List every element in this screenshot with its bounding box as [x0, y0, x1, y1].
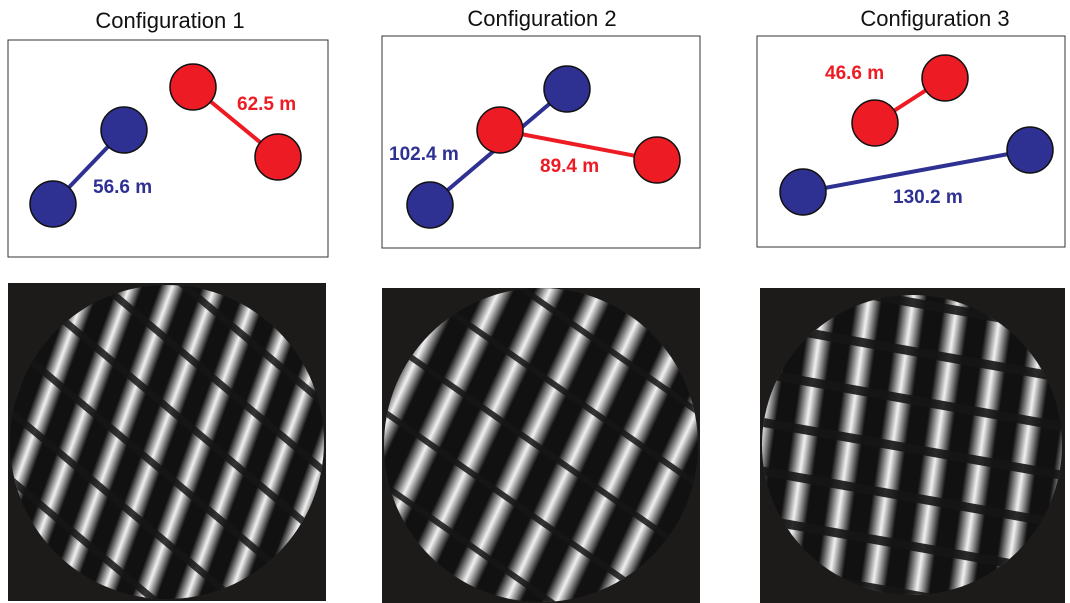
baseline-label: 46.6 m — [825, 63, 884, 84]
panel-title: Configuration 1 — [95, 8, 244, 33]
telescope — [852, 100, 898, 146]
telescope — [1007, 127, 1053, 173]
telescope — [101, 107, 147, 153]
telescope — [255, 134, 301, 180]
fringe-pattern — [762, 295, 1062, 595]
panel-title: Configuration 2 — [467, 6, 616, 31]
baseline-label: 56.6 m — [93, 177, 152, 198]
panel-title: Configuration 3 — [860, 6, 1009, 31]
baseline-label: 89.4 m — [540, 156, 599, 177]
telescope — [407, 182, 453, 228]
telescope — [780, 169, 826, 215]
telescope — [634, 137, 680, 183]
telescope — [170, 64, 216, 110]
baseline-label: 102.4 m — [389, 144, 459, 165]
telescope — [544, 66, 590, 112]
fringe-pattern — [10, 285, 324, 599]
figure: Configuration 1 56.6 m 62.5 m Configurat… — [0, 0, 1070, 603]
telescope — [922, 55, 968, 101]
baseline-label: 62.5 m — [237, 94, 296, 115]
baseline-label: 130.2 m — [893, 187, 963, 208]
telescope — [30, 181, 76, 227]
fringe-pattern — [384, 288, 698, 602]
telescope — [477, 107, 523, 153]
